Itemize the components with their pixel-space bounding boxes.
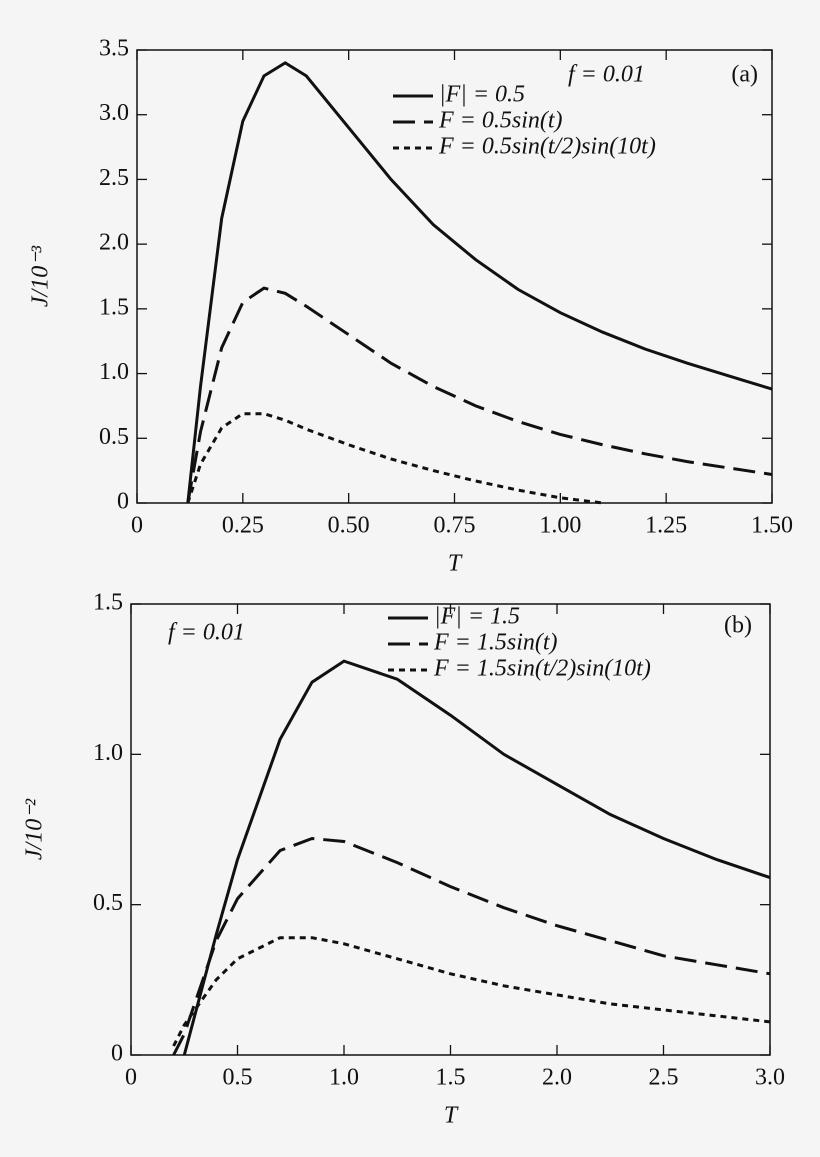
y-tick-label: 0 — [111, 1041, 123, 1067]
annotation: (b) — [724, 613, 752, 639]
y-tick-label: 0.5 — [93, 890, 123, 916]
series-line — [186, 286, 773, 504]
series-line — [186, 412, 603, 505]
x-tick-label: 0 — [125, 1065, 137, 1091]
x-tick-label: 2.0 — [542, 1065, 572, 1091]
y-axis-label: J/10⁻² — [22, 798, 48, 860]
annotation: f = 0.01 — [168, 620, 245, 646]
x-tick-label: 1.00 — [539, 513, 581, 539]
x-tick-label: 1.25 — [645, 513, 687, 539]
y-tick-label: 3.0 — [99, 100, 129, 126]
series-line — [186, 61, 773, 504]
legend-label: F = 1.5sin(t/2)sin(10t) — [433, 656, 651, 682]
legend-label: F = 0.5sin(t) — [438, 108, 563, 134]
x-tick-label: 2.5 — [649, 1065, 679, 1091]
annotation: f = 0.01 — [568, 62, 645, 88]
x-tick-label: 0.25 — [222, 513, 264, 539]
x-tick-label: 1.50 — [751, 513, 793, 539]
annotation: (a) — [731, 62, 758, 88]
legend-label: F = 1.5sin(t) — [433, 630, 558, 656]
x-tick-label: 0.50 — [328, 513, 370, 539]
y-tick-label: 1.5 — [99, 294, 129, 320]
legend-label: |F| = 1.5 — [434, 604, 520, 630]
y-tick-label: 0.5 — [99, 424, 129, 450]
series-line — [182, 659, 771, 1056]
series-line — [172, 836, 771, 1056]
legend-label: F = 0.5sin(t/2)sin(10t) — [438, 134, 656, 160]
y-tick-label: 1.0 — [93, 740, 123, 766]
x-tick-label: 3.0 — [755, 1065, 785, 1091]
x-tick-label: 1.0 — [329, 1065, 359, 1091]
x-tick-label: 0 — [131, 513, 143, 539]
y-tick-label: 0 — [117, 489, 129, 515]
y-tick-label: 1.5 — [93, 590, 123, 616]
y-tick-label: 2.0 — [99, 230, 129, 256]
series-line — [172, 936, 771, 1047]
x-tick-label: 0.5 — [223, 1065, 253, 1091]
x-axis-label: T — [448, 551, 463, 577]
x-tick-label: 0.75 — [434, 513, 476, 539]
x-tick-label: 1.5 — [436, 1065, 466, 1091]
legend-label: |F| = 0.5 — [439, 82, 525, 108]
x-axis-label: T — [444, 1103, 459, 1129]
y-tick-label: 2.5 — [99, 165, 129, 191]
y-axis-label: J/10⁻³ — [28, 245, 54, 307]
y-tick-label: 1.0 — [99, 359, 129, 385]
y-tick-label: 3.5 — [99, 36, 129, 62]
